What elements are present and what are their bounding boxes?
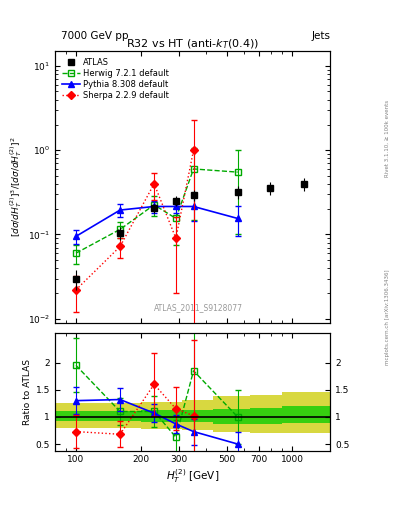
Text: Rivet 3.1.10, ≥ 100k events: Rivet 3.1.10, ≥ 100k events: [385, 100, 389, 177]
Title: R32 vs HT (anti-$k_T$(0.4)): R32 vs HT (anti-$k_T$(0.4)): [126, 37, 259, 51]
Text: ATLAS_2011_S9128077: ATLAS_2011_S9128077: [154, 303, 242, 312]
Text: Jets: Jets: [311, 31, 330, 41]
X-axis label: $H_T^{(2)}$ [GeV]: $H_T^{(2)}$ [GeV]: [166, 467, 219, 485]
Legend: ATLAS, Herwig 7.2.1 default, Pythia 8.308 default, Sherpa 2.2.9 default: ATLAS, Herwig 7.2.1 default, Pythia 8.30…: [59, 55, 172, 102]
Y-axis label: Ratio to ATLAS: Ratio to ATLAS: [23, 359, 31, 424]
Text: 7000 GeV pp: 7000 GeV pp: [61, 31, 129, 41]
Y-axis label: $[d\sigma/dH_T^{(2)}]^3 / [d\sigma/dH_T^{(2)}]^2$: $[d\sigma/dH_T^{(2)}]^3 / [d\sigma/dH_T^…: [8, 137, 24, 237]
Text: mcplots.cern.ch [arXiv:1306.3436]: mcplots.cern.ch [arXiv:1306.3436]: [385, 270, 389, 365]
